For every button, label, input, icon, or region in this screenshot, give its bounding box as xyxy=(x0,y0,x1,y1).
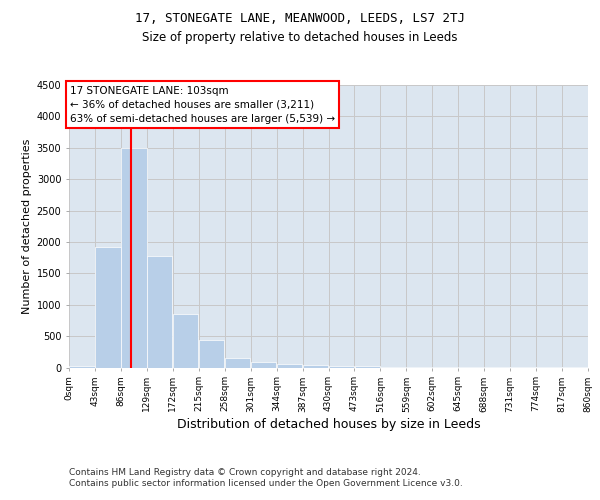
Y-axis label: Number of detached properties: Number of detached properties xyxy=(22,138,32,314)
Bar xyxy=(251,362,276,368)
Text: Size of property relative to detached houses in Leeds: Size of property relative to detached ho… xyxy=(142,31,458,44)
Text: Contains HM Land Registry data © Crown copyright and database right 2024.
Contai: Contains HM Land Registry data © Crown c… xyxy=(69,468,463,487)
Bar xyxy=(303,364,328,368)
Bar xyxy=(277,364,302,368)
Bar xyxy=(355,366,380,368)
Bar xyxy=(433,367,458,368)
Text: 17 STONEGATE LANE: 103sqm
← 36% of detached houses are smaller (3,211)
63% of se: 17 STONEGATE LANE: 103sqm ← 36% of detac… xyxy=(70,86,335,124)
Bar xyxy=(199,340,224,367)
Bar xyxy=(70,366,95,368)
Bar xyxy=(147,256,172,368)
Bar xyxy=(95,247,121,368)
X-axis label: Distribution of detached houses by size in Leeds: Distribution of detached houses by size … xyxy=(176,418,481,432)
Bar xyxy=(121,148,146,368)
Bar xyxy=(173,314,199,368)
Bar xyxy=(407,367,432,368)
Bar xyxy=(225,358,250,368)
Bar xyxy=(329,366,354,368)
Bar xyxy=(381,366,406,368)
Text: 17, STONEGATE LANE, MEANWOOD, LEEDS, LS7 2TJ: 17, STONEGATE LANE, MEANWOOD, LEEDS, LS7… xyxy=(135,12,465,26)
